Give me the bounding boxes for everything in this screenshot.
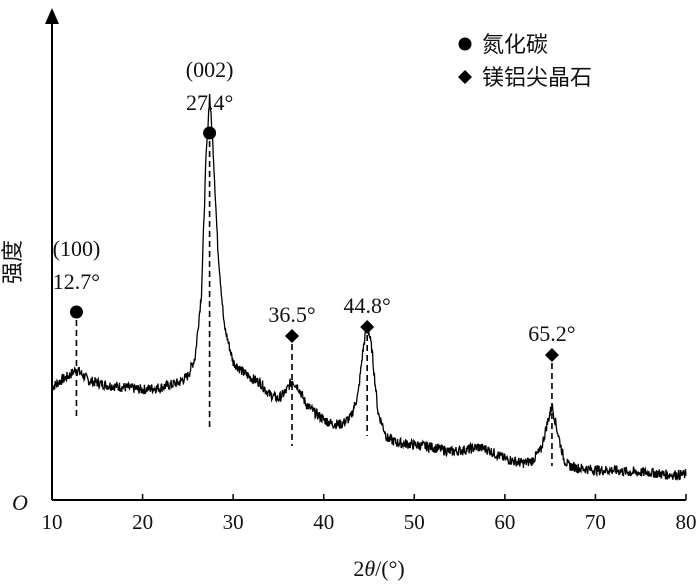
origin-label: O [12, 490, 28, 515]
x-tick-label: 10 [42, 510, 63, 534]
x-tick-label: 70 [585, 510, 606, 534]
series-line [51, 93, 687, 481]
y-axis-arrow [45, 8, 59, 24]
peak-position-label: 12.7° [53, 269, 100, 294]
x-ticks: 10 20 30 40 50 60 70 80 [42, 494, 697, 534]
series-layer [51, 93, 687, 481]
peak-hkl-label: (100) [53, 236, 101, 261]
legend-circle-marker [458, 37, 472, 51]
peak-hkl-label: (002) [186, 57, 234, 82]
peak-circle-marker [69, 305, 83, 319]
peak-diamond-marker [544, 348, 559, 362]
peak-diamond-marker [285, 329, 300, 343]
y-axis-title: 强度 [1, 240, 26, 284]
legend-diamond-marker [458, 70, 472, 84]
peak-position-label: 27.4° [186, 90, 233, 115]
peak-position-label: 36.5° [268, 302, 315, 327]
legend-entry-label: 氮化碳 [482, 33, 548, 58]
peak-diamond-marker [360, 320, 375, 334]
x-tick-label: 30 [223, 510, 244, 534]
peak-position-label: 44.8° [344, 293, 391, 318]
x-axis-title: 2θ/(°) [353, 556, 404, 581]
axis-labels: O 2θ/(°) 强度 [1, 240, 405, 581]
annotations-layer: 12.7° (100) 27.4° (002) 36.5° 44.8° 65.2° [53, 57, 576, 466]
x-tick-label: 60 [494, 510, 515, 534]
x-tick-label: 20 [132, 510, 153, 534]
x-tick-label: 80 [676, 510, 697, 534]
peak-position-label: 65.2° [528, 321, 575, 346]
peak-circle-marker [203, 126, 217, 140]
axes [45, 8, 686, 501]
x-tick-label: 40 [313, 510, 334, 534]
x-tick-label: 50 [404, 510, 425, 534]
legend-entry-label: 镁铝尖晶石 [482, 66, 592, 91]
